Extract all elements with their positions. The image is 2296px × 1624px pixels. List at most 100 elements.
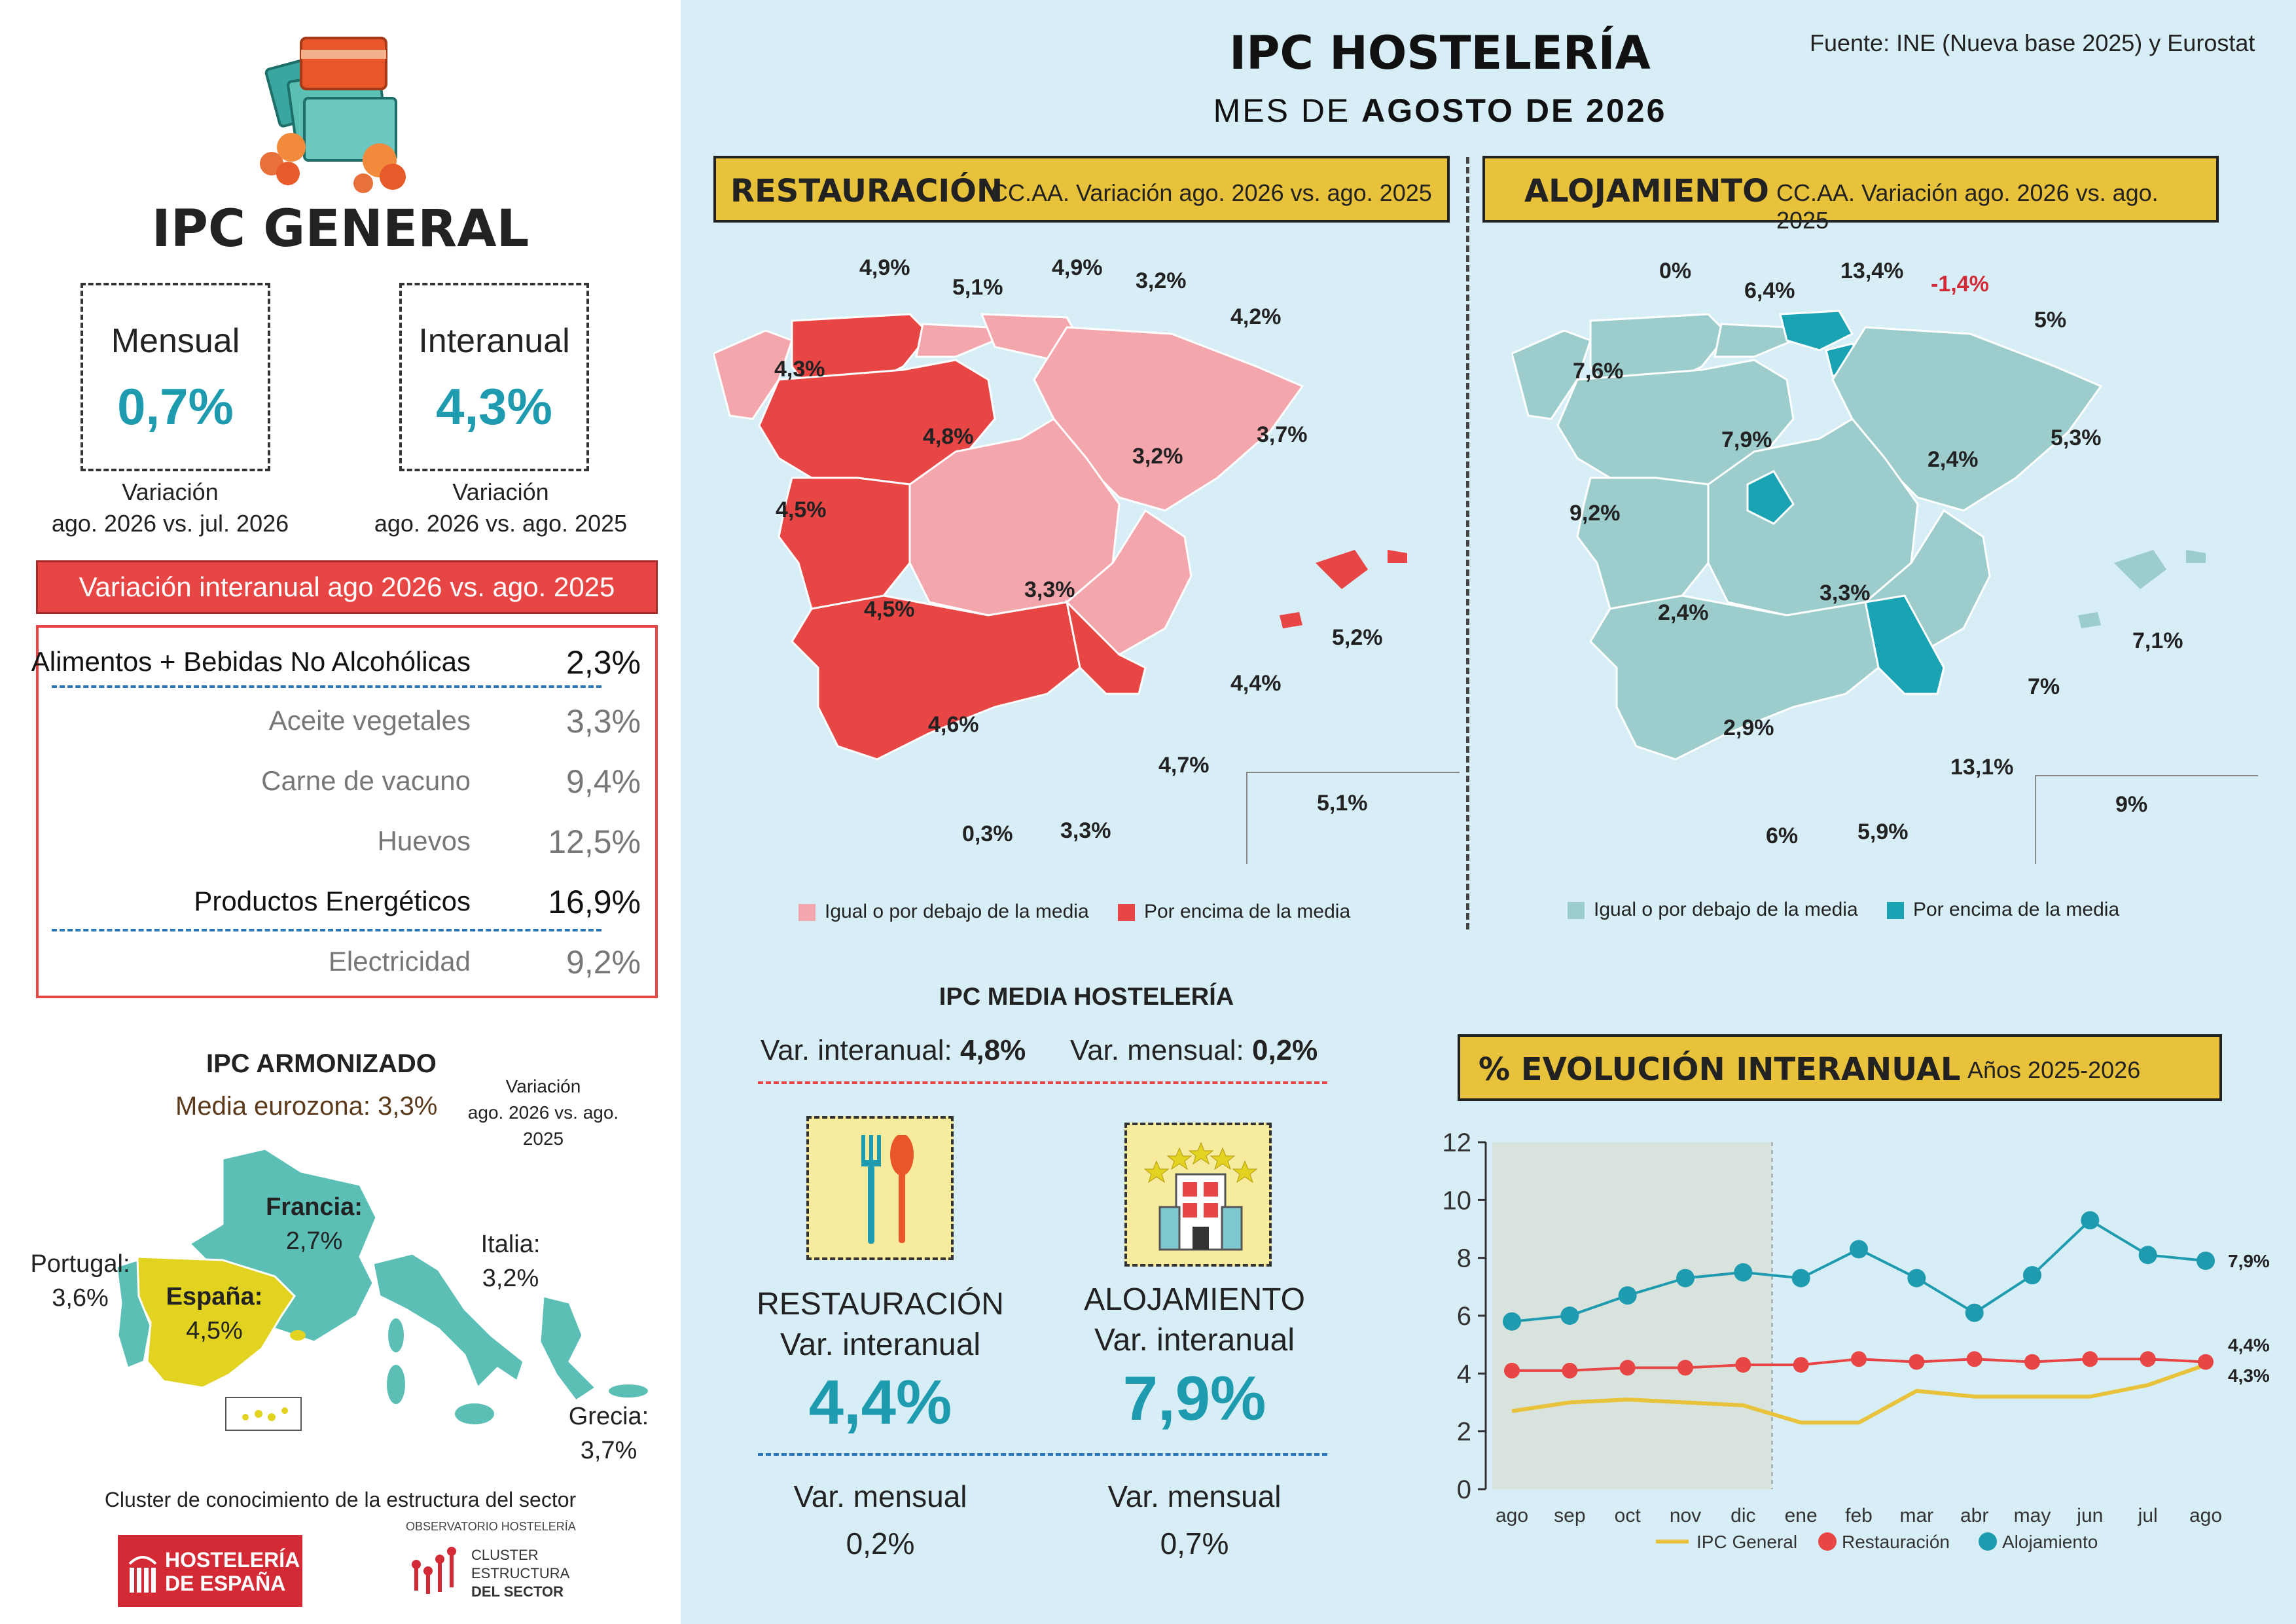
y-tick-label: 12 (1443, 1128, 1472, 1157)
spain-shape (136, 1255, 296, 1389)
media-mensual-label: Var. mensual: (1070, 1034, 1244, 1066)
rest-label-16: 5,1% (1317, 791, 1368, 816)
interanual-note: Variación ago. 2026 vs. ago. 2025 (350, 477, 651, 539)
mensual-note-line1: Variación (122, 478, 219, 505)
row-label-huevos: Huevos (377, 825, 471, 856)
rest-label-17: 0,3% (962, 821, 1013, 846)
row-label-carne: Carne de vacuno (261, 765, 471, 796)
crete-shape (609, 1384, 648, 1398)
y-tick-label: 10 (1443, 1186, 1472, 1215)
mensual-value: 0,7% (117, 378, 234, 435)
europe-map (115, 1147, 648, 1431)
money-icon (260, 37, 406, 193)
row-value-electricidad: 9,2% (566, 944, 641, 981)
restauracion-legend: Igual o por debajo de la media Por encim… (798, 901, 1350, 923)
logo1-text: HOSTELERÍA DE ESPAÑA (165, 1548, 300, 1595)
table-row: Carne de vacuno 9,4% (78, 753, 654, 806)
baleares-shape (290, 1330, 306, 1341)
aloj-label-2: 13,4% (1840, 259, 1904, 283)
hosteleria-logo: HOSTELERÍA DE ESPAÑA (118, 1535, 302, 1607)
cluster-text: Cluster de conocimiento de la estructura… (104, 1488, 577, 1511)
restaurant-icon-box (806, 1116, 954, 1260)
restauracion-point (1966, 1351, 1982, 1367)
portugal-shape (115, 1258, 152, 1370)
table-row: Electricidad 9,2% (78, 934, 654, 986)
alojamiento-title: ALOJAMIENTO (1524, 173, 1769, 209)
rest-summary-name: RESTAURACIÓN (757, 1287, 1004, 1322)
aloj-summary-interanual-label: Var. interanual (1094, 1323, 1295, 1358)
armonizado-note-line2: ago. 2026 vs. ago. 2025 (467, 1102, 619, 1149)
sardinia-shape (387, 1365, 405, 1404)
subtitle-prefix: MES DE (1213, 92, 1362, 129)
aloj-label-10: 3,3% (1820, 581, 1871, 605)
media-mensual-value: 0,2% (1252, 1034, 1318, 1066)
greece-shape (539, 1295, 598, 1403)
row-divider (52, 929, 601, 931)
alojamiento-point (2138, 1246, 2157, 1265)
rest-label-15: 4,7% (1158, 753, 1210, 778)
rest-label-13: 4,4% (1230, 671, 1282, 696)
y-tick-label: 8 (1457, 1244, 1471, 1273)
alojamiento-point (1676, 1269, 1695, 1288)
restauracion-point (1909, 1354, 1925, 1370)
variation-table-title: Variación interanual ago 2026 vs. ago. 2… (36, 560, 658, 614)
row-label-electricidad: Electricidad (328, 946, 471, 977)
interanual-box: Interanual 4,3% (399, 283, 589, 471)
row-label-aceite: Aceite vegetales (268, 705, 471, 736)
rest-label-1: 5,1% (952, 275, 1003, 300)
rest-label-14: 4,6% (928, 712, 979, 737)
ipc-general-end-label: 4,3% (2228, 1365, 2270, 1386)
ipc-general-title: IPC GENERAL (151, 200, 529, 259)
alojamiento-point (1965, 1303, 1984, 1322)
interanual-note-line1: Variación (452, 478, 549, 505)
fork-knife-icon (861, 1135, 914, 1244)
hotel-icon-box (1124, 1123, 1272, 1267)
rest-label-5: 4,3% (774, 357, 825, 382)
mensual-label: Mensual (111, 322, 240, 360)
alojamiento-map (1512, 310, 2258, 864)
row-value-aceite: 3,3% (566, 703, 641, 740)
evolucion-chart: 0 2 4 6 8 10 12 ago sep oct nov dic ene feb mar abr may j… (1443, 1128, 2270, 1552)
x-tick-label: jul (2138, 1505, 2158, 1526)
rest-mensual-label: Var. mensual (793, 1479, 967, 1513)
mensual-note-line2: ago. 2026 vs. jul. 2026 (51, 510, 289, 537)
maps-divider (1466, 157, 1469, 929)
y-tick-label: 4 (1457, 1360, 1471, 1388)
legend-above-label: Por encima de la media (1143, 901, 1351, 922)
aloj-label-4: 5% (2034, 308, 2067, 333)
row-value-huevos: 12,5% (548, 823, 641, 860)
main-subtitle: MES DE AGOSTO DE 2026 (1139, 92, 1741, 130)
restauracion-point (2198, 1354, 2214, 1370)
rest-summary-interanual-label: Var. interanual (780, 1327, 980, 1362)
aloj-label-7: 2,4% (1928, 447, 1979, 472)
x-tick-label: jun (2076, 1505, 2103, 1526)
restauracion-point (1677, 1360, 1693, 1376)
logo1-line1: HOSTELERÍA (165, 1548, 300, 1572)
italy-name: Italia: (480, 1231, 541, 1258)
row-value-alimentos: 2,3% (566, 644, 641, 681)
restauracion-point (1619, 1360, 1636, 1376)
armonizado-note-line1: Variación (505, 1076, 581, 1096)
x-tick-label: dic (1731, 1505, 1755, 1526)
legend-ipc-general-label: IPC General (1696, 1532, 1797, 1552)
aloj-mensual-label: Var. mensual (1107, 1479, 1282, 1513)
right-panel: IPC HOSTELERÍA MES DE AGOSTO DE 2026 Fue… (681, 0, 2296, 1624)
legend-below-label: Igual o por debajo de la media (825, 901, 1089, 922)
alojamiento-legend: Igual o por debajo de la media Por encim… (1568, 899, 2119, 921)
restauracion-summary: RESTAURACIÓN Var. interanual (749, 1284, 1011, 1365)
eurozone-average: Media eurozona: 3,3% (175, 1092, 438, 1121)
alojamiento-summary: ALOJAMIENTO Var. interanual (1057, 1280, 1332, 1361)
italy-value: 3,2% (482, 1265, 539, 1292)
row-value-energeticos: 16,9% (548, 884, 641, 920)
cluster-logo-icon (412, 1547, 456, 1594)
aloj-summary-name: ALOJAMIENTO (1084, 1282, 1305, 1317)
spain-label: España: 4,5% (157, 1280, 272, 1348)
x-tick-label: may (2014, 1505, 2051, 1526)
legend-alojamiento-swatch (1979, 1532, 1997, 1551)
ipc-armonizado-title: IPC ARMONIZADO (206, 1049, 437, 1078)
aloj-label-12: 7,1% (2132, 628, 2183, 653)
restauracion-header: RESTAURACIÓN CC.AA. Variación ago. 2026 … (713, 156, 1450, 223)
subtitle-bold: AGOSTO DE 2026 (1361, 92, 1667, 129)
y-tick-label: 6 (1457, 1302, 1471, 1331)
ipc-general-line (1511, 1363, 2206, 1425)
